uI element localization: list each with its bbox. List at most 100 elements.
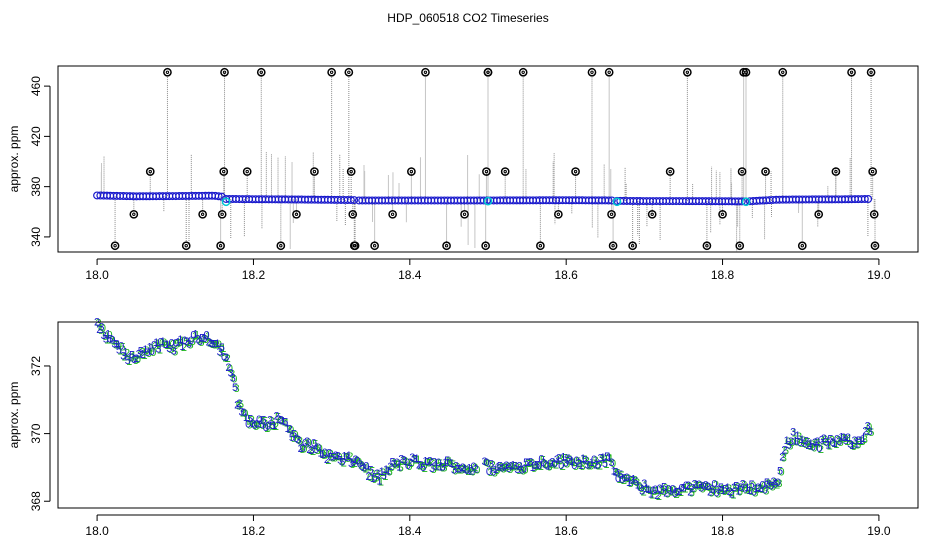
bottom-digit-point-blue: 1 bbox=[784, 435, 790, 447]
bottom-digit-point-blue: 5 bbox=[330, 451, 336, 463]
bottom-digit-point-green: 1 bbox=[117, 346, 123, 358]
bottom-digit-point-green: 1 bbox=[194, 329, 200, 341]
bottom-digit-point-blue: 1 bbox=[580, 453, 586, 465]
bottom-digit-point-blue: 1 bbox=[854, 439, 860, 451]
bottom-digit-point-blue: 5 bbox=[260, 415, 266, 427]
bottom-digit-point-green: 1 bbox=[415, 454, 421, 466]
bottom-digit-point-blue: 5 bbox=[698, 482, 704, 494]
bottom-digit-point-blue: 5 bbox=[827, 434, 833, 446]
top-outlier-point-center bbox=[486, 70, 490, 74]
bottom-digit-point-green: 0 bbox=[803, 439, 809, 451]
bottom-digit-point-blue: 0 bbox=[587, 459, 593, 471]
bottom-digit-point-green: 2 bbox=[428, 456, 434, 468]
bottom-digit-point-blue: 1 bbox=[746, 485, 752, 497]
top-outlier-point bbox=[276, 241, 286, 251]
bottom-digit-point-blue: 5 bbox=[291, 428, 297, 440]
top-outlier-point-center bbox=[390, 212, 395, 216]
bottom-digit-point-blue: 0 bbox=[173, 338, 179, 350]
bottom-digit-point-blue: 1 bbox=[611, 466, 617, 478]
bottom-digit-point-blue: 0 bbox=[650, 485, 656, 497]
bottom-digit-point-green: 1 bbox=[284, 417, 290, 429]
bottom-digit-point-green: 5 bbox=[393, 460, 399, 472]
bottom-digit-point-blue: 5 bbox=[766, 479, 772, 491]
bottom-digit-point-blue: 1 bbox=[735, 486, 741, 498]
bottom-digit-point-blue: 3 bbox=[790, 426, 796, 438]
bottom-digit-point-blue: 0 bbox=[541, 458, 547, 470]
bottom-digit-point-green: 1 bbox=[551, 458, 557, 470]
bottom-digit-point-blue: 3 bbox=[641, 478, 647, 490]
bottom-digit-point-green: 3 bbox=[520, 466, 526, 478]
top-x-tick-label: 19.0 bbox=[867, 268, 891, 282]
bottom-digit-point-green: 5 bbox=[503, 463, 509, 475]
bottom-digit-point-green: 5 bbox=[573, 461, 579, 473]
top-baseline-point bbox=[214, 192, 223, 201]
bottom-digit-point-green: 3 bbox=[505, 461, 511, 473]
bottom-digit-point-green: 3 bbox=[658, 484, 664, 496]
bottom-digit-point-blue: 2 bbox=[473, 464, 479, 476]
bottom-digit-point-green: 0 bbox=[514, 462, 520, 474]
top-outlier-point bbox=[737, 167, 747, 176]
top-outlier-point bbox=[348, 209, 358, 219]
bottom-digit-point-green: 0 bbox=[525, 458, 531, 470]
top-outlier-point bbox=[587, 67, 597, 77]
bottom-digit-point-blue: 0 bbox=[471, 461, 477, 473]
top-outlier-point bbox=[647, 209, 657, 219]
bottom-digit-point-green: 5 bbox=[619, 470, 625, 482]
bottom-digit-point-green: 3 bbox=[229, 369, 235, 381]
bottom-digit-point-blue: 5 bbox=[390, 457, 396, 469]
bottom-digit-point-green: 3 bbox=[612, 467, 618, 479]
bottom-digit-point-green: 2 bbox=[529, 457, 535, 469]
bottom-digit-point-green: 5 bbox=[708, 488, 714, 500]
bottom-digit-point-green: 5 bbox=[253, 421, 259, 433]
bottom-digit-point-blue: 3 bbox=[101, 330, 107, 342]
bottom-digit-point-blue: 5 bbox=[258, 419, 264, 431]
bottom-digit-point-green: 0 bbox=[671, 484, 677, 496]
bottom-digit-point-green: 0 bbox=[544, 461, 550, 473]
bottom-digit-point-blue: 2 bbox=[781, 445, 787, 457]
bottom-digit-point-blue: 3 bbox=[440, 462, 446, 474]
bottom-digit-point-green: 3 bbox=[564, 458, 570, 470]
bottom-digit-point-green: 3 bbox=[772, 477, 778, 489]
top-outlier-point bbox=[129, 209, 139, 219]
bottom-digit-point-green: 3 bbox=[128, 353, 134, 365]
bottom-digit-point-green: 2 bbox=[170, 338, 176, 350]
bottom-digit-point-blue: 1 bbox=[466, 462, 472, 474]
bottom-digit-point-blue: 0 bbox=[797, 437, 803, 449]
bottom-digit-point-blue: 0 bbox=[293, 433, 299, 445]
bottom-digit-point-blue: 0 bbox=[637, 482, 643, 494]
top-outlier-point-center bbox=[538, 244, 543, 248]
bottom-digit-point-green: 3 bbox=[722, 486, 728, 498]
bottom-digit-point-blue: 1 bbox=[442, 457, 448, 469]
bottom-digit-point-blue: 1 bbox=[635, 480, 641, 492]
top-outlier-point bbox=[483, 67, 493, 77]
bottom-digit-point-green: 3 bbox=[268, 416, 274, 428]
bottom-digit-point-blue: 5 bbox=[289, 432, 295, 444]
bottom-digit-point-green: 3 bbox=[842, 433, 848, 445]
bottom-digit-point-blue: 1 bbox=[648, 488, 654, 500]
bottom-digit-point-green: 3 bbox=[860, 436, 866, 448]
bottom-digit-point-blue: 3 bbox=[519, 465, 525, 477]
bottom-digit-point-blue: 2 bbox=[687, 486, 693, 498]
bottom-digit-point-blue: 0 bbox=[573, 455, 579, 467]
top-outlier-point bbox=[847, 67, 856, 77]
bottom-digit-point-blue: 2 bbox=[324, 454, 330, 466]
bottom-digit-point-green: 5 bbox=[768, 480, 774, 492]
bottom-digit-point-green: 3 bbox=[209, 339, 215, 351]
bottom-digit-point-blue: 1 bbox=[606, 452, 612, 464]
top-outlier-point bbox=[868, 167, 878, 176]
bottom-digit-point-blue: 1 bbox=[545, 460, 551, 472]
bottom-digit-point-green: 2 bbox=[207, 337, 213, 349]
bottom-digit-point-blue: 0 bbox=[816, 443, 822, 455]
bottom-digit-point-green: 3 bbox=[693, 480, 699, 492]
bottom-digit-point-blue: 5 bbox=[674, 486, 680, 498]
bottom-digit-point-blue: 0 bbox=[830, 437, 836, 449]
bottom-digit-point-blue: 2 bbox=[427, 455, 433, 467]
bottom-digit-point-green: 3 bbox=[96, 318, 102, 330]
bottom-digit-point-green: 2 bbox=[713, 480, 719, 492]
bottom-digit-point-blue: 5 bbox=[843, 435, 849, 447]
bottom-digit-point-blue: 0 bbox=[834, 433, 840, 445]
top-outlier-point-center bbox=[218, 244, 223, 248]
bottom-digit-point-green: 5 bbox=[754, 484, 760, 496]
bottom-digit-point-blue: 2 bbox=[689, 483, 695, 495]
bottom-digit-point-green: 0 bbox=[100, 323, 106, 335]
